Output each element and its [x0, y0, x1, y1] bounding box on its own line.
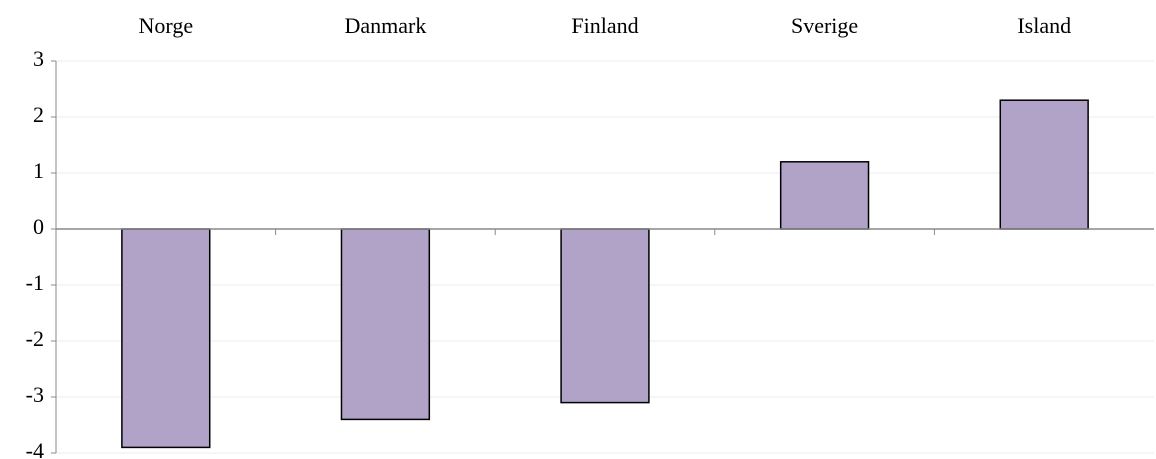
- y-tick-label: 2: [33, 102, 44, 127]
- y-tick-label: 0: [33, 214, 44, 239]
- y-tick-label: -4: [26, 438, 44, 459]
- x-tick-label: Norge: [139, 13, 194, 38]
- x-tick-label: Danmark: [344, 13, 426, 38]
- bar: [999, 99, 1089, 230]
- y-tick-label: 1: [33, 158, 44, 183]
- y-tick-label: -1: [26, 270, 44, 295]
- y-tick-label: -3: [26, 382, 44, 407]
- x-tick-label: Island: [1017, 13, 1071, 38]
- y-tick-label: -2: [26, 326, 44, 351]
- x-tick-label: Sverige: [791, 13, 858, 38]
- bar: [779, 161, 870, 230]
- bar: [121, 228, 211, 449]
- bar: [560, 228, 650, 404]
- y-tick-label: 3: [33, 46, 44, 71]
- x-tick-label: Finland: [571, 13, 638, 38]
- bar: [340, 228, 431, 421]
